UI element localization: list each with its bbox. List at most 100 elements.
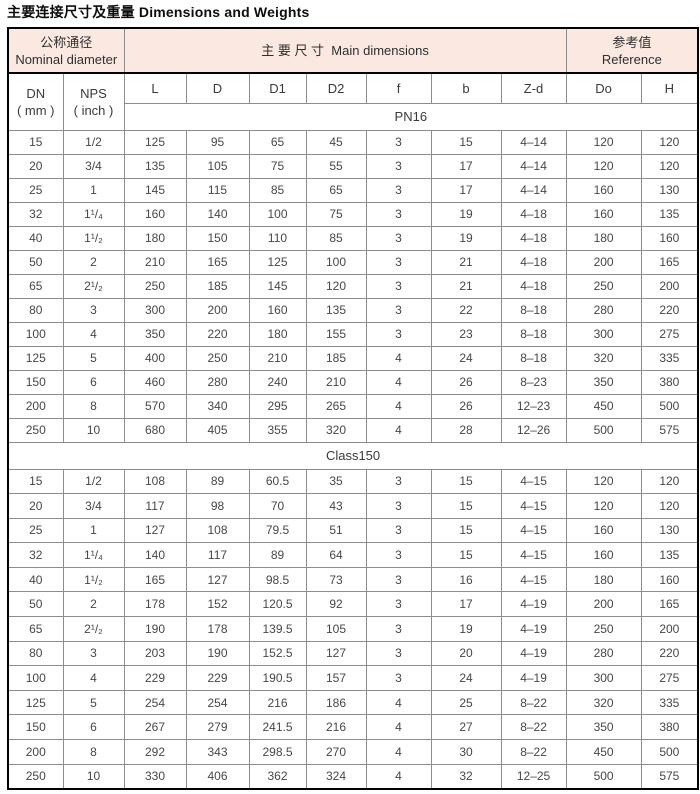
table-cell: 4 [365, 345, 432, 371]
header-col-f: f [365, 72, 432, 104]
table-cell: 115 [185, 177, 250, 203]
table-cell: 295 [248, 393, 307, 419]
table-cell: 139.5 [248, 616, 307, 642]
table-cell: 406 [185, 763, 250, 790]
table-cell: 20 [7, 493, 64, 519]
table-cell: 8–22 [500, 739, 567, 765]
table-row: 20 3/4 117 98 70 43 3 15 4–15 120 120 [7, 493, 699, 519]
table-row: 40 1¹/₂ 180 150 110 85 3 19 4–18 180 160 [7, 225, 699, 251]
table-cell: 1¹/₄ [62, 542, 125, 568]
table-row: 20 3/4 135 105 75 55 3 17 4–14 120 120 [7, 153, 699, 179]
table-cell: 85 [305, 225, 367, 251]
table-cell: 210 [248, 345, 307, 371]
table-row: 40 1¹/₂ 165 127 98.5 73 3 16 4–15 180 160 [7, 566, 699, 593]
table-cell: 324 [305, 763, 367, 790]
table-cell: 100 [7, 321, 64, 347]
table-cell: 216 [248, 689, 307, 716]
table-cell: 350 [565, 369, 642, 395]
header-col-L: L [123, 72, 187, 104]
table-row: 50 2 178 152 120.5 92 3 17 4–19 200 165 [7, 591, 699, 618]
table-cell: 3 [365, 640, 432, 667]
header-nps-label: NPS [80, 85, 107, 101]
table-cell: 3 [365, 297, 432, 323]
table-cell: 185 [185, 273, 250, 299]
table-cell: 85 [248, 177, 307, 203]
header-nominal-diameter: 公称通径 Nominal diameter [7, 27, 125, 74]
table-cell: 3 [365, 177, 432, 203]
table-cell: 2 [62, 249, 125, 275]
table-cell: 4–18 [500, 273, 567, 299]
table-body: 公称通径 Nominal diameter 主 要 尺 寸 Main dimen… [7, 27, 699, 790]
table-cell: 51 [305, 517, 367, 544]
table-cell: 125 [123, 129, 187, 155]
table-cell: 140 [185, 201, 250, 227]
table-cell: 4 [365, 763, 432, 790]
table-cell: 3 [365, 129, 432, 155]
table-cell: 250 [565, 273, 642, 299]
table-cell: 98.5 [248, 566, 307, 593]
table-cell: 25 [7, 517, 64, 544]
table-cell: 150 [7, 714, 64, 741]
table-cell: 120 [640, 493, 699, 519]
table-cell: 4 [62, 321, 125, 347]
table-cell: 15 [7, 468, 64, 495]
header-main-dimensions-en: Main dimensions [331, 43, 429, 58]
table-row: 25 1 127 108 79.5 51 3 15 4–15 160 130 [7, 517, 699, 544]
table-cell: 24 [430, 345, 502, 371]
header-col-D: D [185, 72, 250, 104]
table-cell: 8–18 [500, 321, 567, 347]
header-nps: NPS ( inch ) [62, 72, 125, 131]
table-cell: 8–23 [500, 369, 567, 395]
table-cell: 4 [365, 393, 432, 419]
table-cell: 4 [365, 369, 432, 395]
table-cell: 178 [123, 591, 187, 618]
table-row: 80 3 300 200 160 135 3 22 8–18 280 220 [7, 297, 699, 323]
table-cell: 8–18 [500, 345, 567, 371]
table-cell: 65 [7, 616, 64, 642]
table-cell: 50 [7, 591, 64, 618]
table-cell: 330 [123, 763, 187, 790]
table-cell: 3 [365, 566, 432, 593]
table-cell: 8–22 [500, 714, 567, 741]
table-cell: 3 [365, 542, 432, 568]
table-cell: 21 [430, 273, 502, 299]
table-cell: 19 [430, 201, 502, 227]
table-cell: 3 [365, 616, 432, 642]
table-cell: 12–23 [500, 393, 567, 419]
table-cell: 64 [305, 542, 367, 568]
table-cell: 241.5 [248, 714, 307, 741]
table-cell: 4–15 [500, 566, 567, 593]
table-cell: 280 [565, 297, 642, 323]
table-cell: 160 [248, 297, 307, 323]
table-cell: 73 [305, 566, 367, 593]
table-cell: 5 [62, 689, 125, 716]
table-cell: 6 [62, 369, 125, 395]
table-cell: 340 [185, 393, 250, 419]
table-cell: 23 [430, 321, 502, 347]
table-cell: 16 [430, 566, 502, 593]
table-cell: 24 [430, 665, 502, 691]
table-cell: 335 [640, 689, 699, 716]
table-cell: 140 [123, 542, 187, 568]
table-cell: 335 [640, 345, 699, 371]
table-cell: 150 [185, 225, 250, 251]
table-row: 200 8 570 340 295 265 4 26 12–23 450 500 [7, 393, 699, 419]
table-cell: 135 [123, 153, 187, 179]
header-dn: DN ( mm ) [7, 72, 64, 131]
table-cell: 267 [123, 714, 187, 741]
table-cell: 500 [640, 393, 699, 419]
table-cell: 300 [123, 297, 187, 323]
table-cell: 575 [640, 417, 699, 443]
table-cell: 150 [7, 369, 64, 395]
table-cell: 3 [365, 665, 432, 691]
table-cell: 12–25 [500, 763, 567, 790]
table-cell: 320 [305, 417, 367, 443]
table-cell: 210 [123, 249, 187, 275]
table-cell: 10 [62, 417, 125, 443]
table-cell: 250 [123, 273, 187, 299]
table-cell: 100 [305, 249, 367, 275]
table-cell: 8 [62, 739, 125, 765]
table-row: 25 1 145 115 85 65 3 17 4–14 160 130 [7, 177, 699, 203]
table-cell: 2 [62, 591, 125, 618]
table-cell: 70 [248, 493, 307, 519]
